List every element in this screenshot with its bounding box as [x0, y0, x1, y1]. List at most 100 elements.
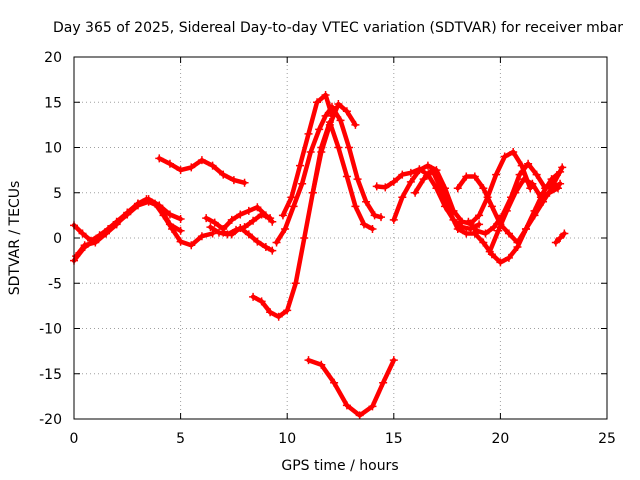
data-point — [253, 203, 262, 212]
data-point — [176, 166, 185, 175]
data-point — [479, 184, 488, 193]
data-point — [536, 193, 545, 202]
grid — [74, 57, 607, 419]
data-point — [236, 224, 245, 233]
y-tick-label: 0 — [53, 231, 62, 247]
data-point — [398, 193, 407, 202]
data-point — [532, 170, 541, 179]
data-point — [206, 223, 215, 232]
plot-frame — [73, 56, 608, 420]
data-point — [504, 253, 513, 262]
data-point — [353, 175, 362, 184]
data-point — [398, 170, 407, 179]
data-point — [560, 229, 569, 238]
data-point — [377, 213, 386, 222]
data-point — [165, 210, 174, 219]
data-point — [490, 223, 499, 232]
data-point — [240, 178, 249, 187]
data-point — [470, 172, 479, 181]
data-point — [266, 308, 275, 317]
data-point — [504, 229, 513, 238]
data-point — [101, 229, 110, 238]
data-point — [334, 100, 343, 109]
data-point — [521, 224, 530, 233]
data-point — [236, 210, 245, 219]
trace-arc-14 — [391, 149, 533, 226]
y-tick-label: 10 — [44, 141, 62, 157]
data-point — [530, 211, 539, 220]
data-point — [436, 184, 445, 193]
data-point — [545, 188, 554, 197]
trace-arc-15 — [412, 167, 563, 265]
data-point — [244, 206, 253, 215]
x-tick-label: 10 — [278, 431, 296, 447]
data-point — [257, 297, 266, 306]
data-point — [330, 378, 339, 387]
data-point — [453, 184, 462, 193]
data-point — [379, 378, 388, 387]
data-point — [187, 241, 196, 250]
data-point — [511, 188, 520, 197]
data-point — [219, 170, 228, 179]
data-point — [300, 234, 309, 242]
x-tick-label: 5 — [176, 431, 185, 447]
data-point — [202, 214, 211, 223]
data-point — [351, 120, 360, 129]
data-point — [155, 202, 164, 211]
y-axis-label: SDTVAR / TECUs — [7, 181, 23, 296]
x-tick-label: 15 — [385, 431, 403, 447]
data-point — [502, 206, 511, 215]
x-tick-label: 25 — [598, 431, 616, 447]
data-point — [345, 143, 354, 152]
x-tick-label: 20 — [491, 431, 509, 447]
data-point — [249, 292, 258, 301]
data-point — [187, 163, 196, 172]
x-axis-label: GPS time / hours — [281, 458, 398, 474]
data-point — [541, 184, 550, 193]
data-point — [334, 143, 343, 152]
data-point — [72, 252, 81, 261]
data-point — [558, 163, 567, 172]
data-point — [485, 247, 494, 256]
data-point — [515, 170, 524, 179]
data-point — [165, 220, 174, 229]
data-point — [359, 220, 368, 229]
data-point — [524, 159, 533, 168]
data-point — [389, 177, 398, 186]
data-point — [475, 211, 484, 220]
data-point — [464, 217, 473, 226]
data-point — [306, 148, 315, 157]
trace-arc-5 — [203, 204, 275, 232]
data-point — [253, 237, 262, 246]
data-point — [381, 183, 390, 192]
data-point — [78, 229, 87, 238]
data-point — [249, 216, 258, 225]
data-point — [304, 356, 313, 365]
data-point — [549, 179, 558, 188]
data-point — [291, 279, 300, 288]
trace-arc-17 — [466, 161, 565, 236]
data-point — [80, 241, 89, 250]
data-point — [283, 306, 292, 315]
data-point — [539, 197, 548, 206]
data-point — [389, 215, 398, 224]
data-point — [500, 152, 509, 161]
data-point — [406, 168, 415, 177]
data-point — [370, 211, 379, 220]
data-point — [551, 238, 560, 247]
data-point — [389, 356, 398, 365]
trace-arc-1 — [71, 196, 183, 263]
data-point — [197, 156, 206, 165]
data-point — [229, 176, 238, 185]
y-tick-label: -20 — [39, 412, 62, 428]
data-point — [411, 188, 420, 197]
trace-arc-2 — [71, 196, 215, 248]
data-point — [479, 238, 488, 247]
data-point — [317, 360, 326, 369]
data-point — [475, 220, 484, 229]
data-point — [268, 246, 277, 255]
data-point — [509, 148, 518, 157]
y-tick-label: 5 — [53, 186, 62, 202]
data-point — [556, 234, 565, 242]
